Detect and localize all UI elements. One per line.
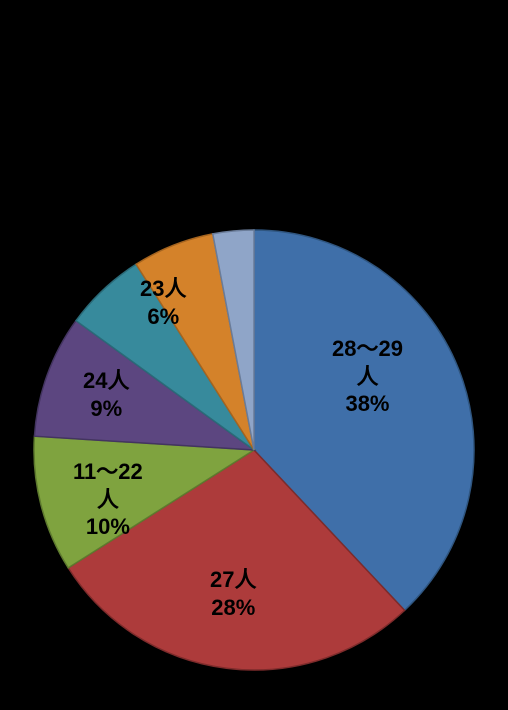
pie-chart-container: 28〜29人38%27人28%11〜22人10%24人9%23人6% bbox=[0, 0, 508, 710]
pie-chart-svg bbox=[0, 0, 508, 710]
